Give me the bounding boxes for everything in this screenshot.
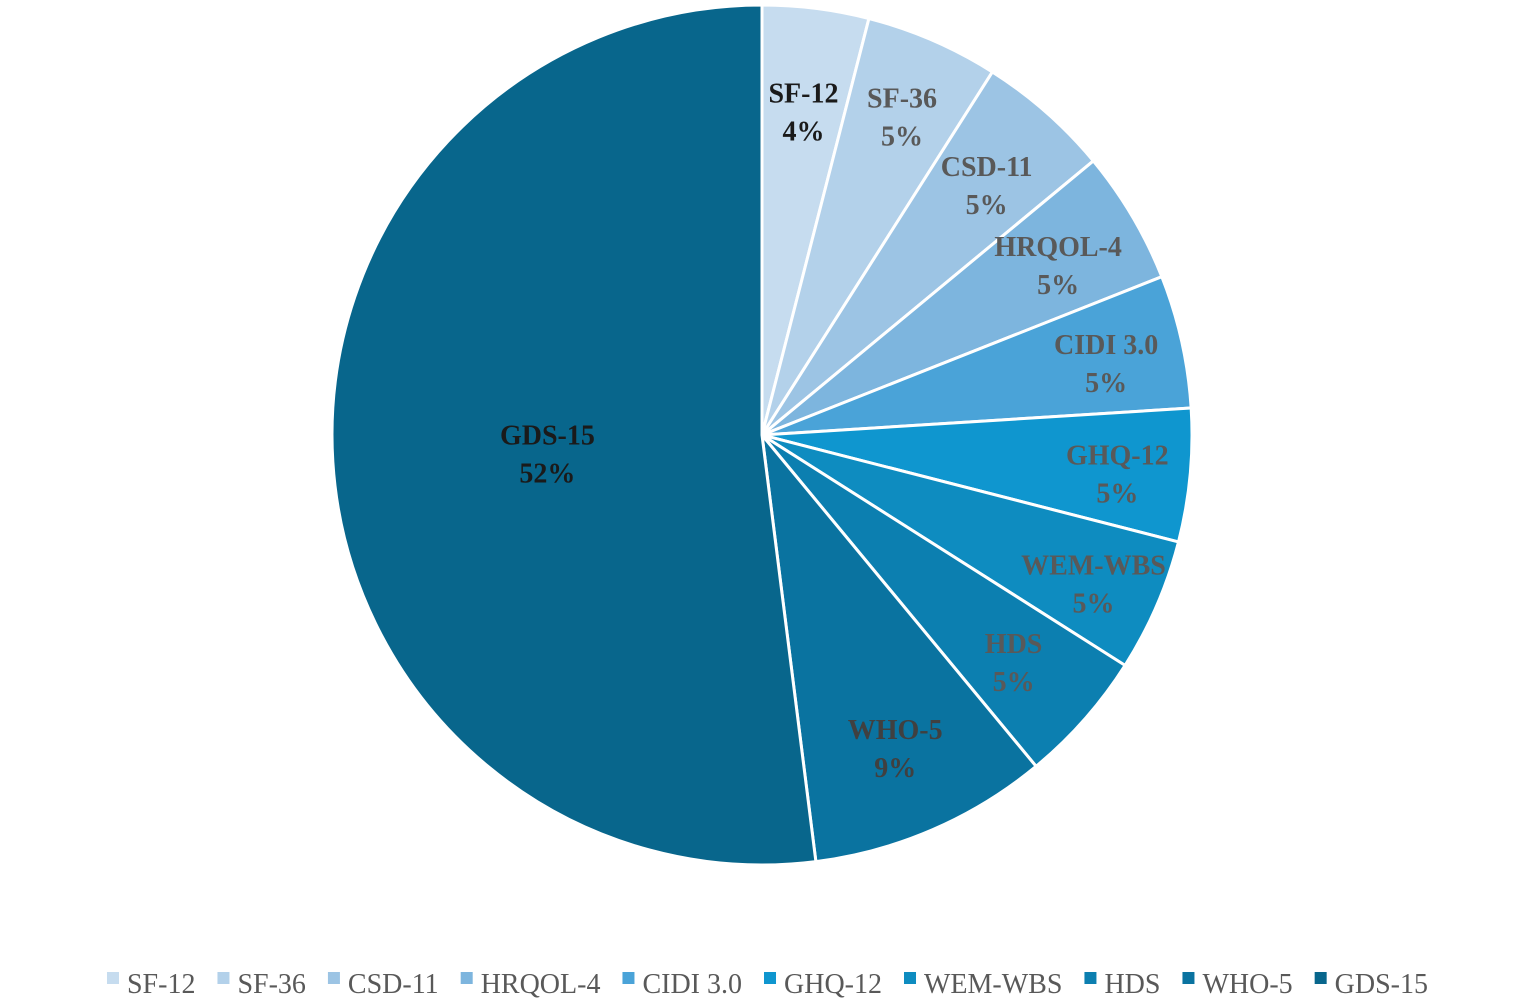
legend-swatch [1084, 972, 1097, 984]
legend-swatch [904, 972, 917, 984]
slice-label-percent: 52% [519, 458, 575, 489]
slice-label-name: WHO-5 [848, 715, 943, 746]
slice-label-name: SF-12 [768, 79, 838, 110]
slice-label-name: WEM-WBS [1021, 550, 1166, 581]
slice-label-name: GDS-15 [500, 420, 595, 451]
legend-label: SF-12 [127, 969, 195, 1000]
slice-label-name: CSD-11 [941, 152, 1033, 183]
legend-swatch [622, 972, 635, 984]
slice-label-percent: 9% [874, 753, 916, 784]
legend-label: GHQ-12 [784, 969, 882, 1000]
slice-label-percent: 5% [993, 667, 1035, 698]
legend-label: CIDI 3.0 [642, 969, 742, 1000]
pie-slices [330, 3, 1194, 867]
legend-label: HRQOL-4 [481, 969, 601, 1000]
slice-label-name: GHQ-12 [1066, 441, 1169, 472]
slice-label-percent: 4% [782, 117, 824, 148]
slice-label-name: HDS [985, 629, 1043, 660]
legend-label: SF-36 [237, 969, 305, 1000]
legend-swatch [764, 972, 777, 984]
slice-label-name: SF-36 [867, 83, 937, 114]
legend-label: HDS [1104, 969, 1160, 1000]
slice-label-percent: 5% [1085, 368, 1127, 399]
slice-label-percent: 5% [1072, 588, 1114, 619]
legend-swatch [460, 972, 473, 984]
slice-label-percent: 5% [1096, 479, 1138, 510]
legend-swatch [327, 972, 340, 984]
legend-swatch [1314, 972, 1327, 984]
slice-label-name: HRQOL-4 [994, 232, 1122, 263]
legend-swatch [106, 972, 119, 984]
slice-label-name: CIDI 3.0 [1054, 330, 1158, 361]
legend-label: GDS-15 [1335, 969, 1428, 1000]
legend-label: WHO-5 [1202, 969, 1292, 1000]
legend-swatch [1182, 972, 1195, 984]
slice-label-percent: 5% [966, 190, 1008, 221]
pie-slice-gds-15 [330, 3, 818, 867]
legend: SF-12 SF-36 CSD-11 HRQOL-4 CIDI 3.0 GHQ-12 WEM… [106, 969, 1428, 1000]
legend-label: CSD-11 [348, 969, 439, 1000]
slice-label-percent: 5% [1037, 270, 1079, 301]
legend-swatch [217, 972, 230, 984]
pie-slice-who-5 [759, 430, 1039, 864]
legend-label: WEM-WBS [924, 969, 1062, 1000]
slice-label-percent: 5% [881, 121, 923, 152]
slice-labels: SF-12 4% SF-36 5% CSD-11 5% HRQOL-4 5% CIDI 3.0 5… [500, 79, 1169, 784]
